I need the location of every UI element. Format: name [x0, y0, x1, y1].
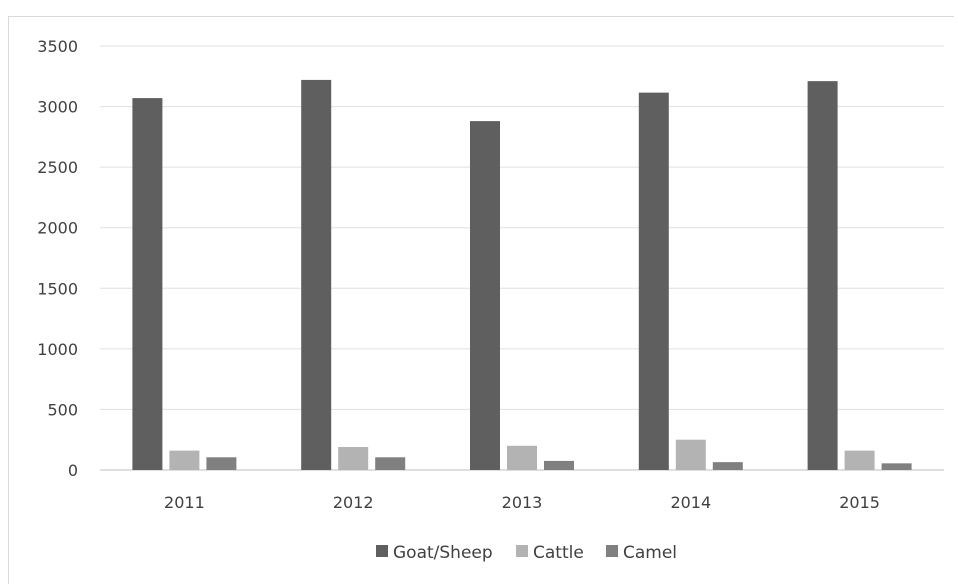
bars — [132, 79, 912, 471]
x-tick-label: 2013 — [502, 493, 543, 512]
x-tick-label: 2014 — [670, 493, 711, 512]
legend-swatch — [376, 545, 388, 557]
x-tick-label: 2011 — [164, 493, 205, 512]
bar-camel-2015 — [881, 463, 912, 470]
bar-camel-2012 — [375, 457, 406, 470]
legend-item-camel: Camel — [606, 543, 677, 563]
bar-goat-sheep-2015 — [807, 81, 838, 470]
legend-label: Cattle — [533, 543, 584, 563]
x-tick-label: 2012 — [333, 493, 374, 512]
bar-goat-sheep-2014 — [638, 92, 669, 470]
y-tick-label: 500 — [47, 400, 78, 419]
legend: Goat/Sheep Cattle Camel — [376, 543, 677, 563]
bar-goat-sheep-2011 — [132, 98, 163, 470]
chart-frame — [8, 16, 954, 584]
bar-cattle-2015 — [844, 450, 875, 470]
legend-label: Goat/Sheep — [393, 543, 493, 563]
bar-cattle-2014 — [675, 439, 706, 470]
bar-goat-sheep-2013 — [470, 121, 500, 470]
y-tick-label: 1500 — [37, 279, 78, 298]
y-tick-label: 3000 — [37, 98, 78, 117]
y-tick-label: 3500 — [37, 37, 78, 56]
y-tick-label: 0 — [68, 461, 78, 480]
bar-goat-sheep-2012 — [301, 79, 332, 471]
bar-cattle-2012 — [338, 446, 369, 470]
x-tick-label: 2015 — [839, 493, 880, 512]
bar-cattle-2011 — [169, 450, 200, 470]
bar-camel-2014 — [712, 462, 743, 470]
legend-swatch — [606, 545, 618, 557]
bar-camel-2013 — [544, 460, 574, 470]
y-tick-label: 2500 — [37, 158, 78, 177]
x-axis: 2011 2012 2013 2014 2015 — [164, 493, 880, 512]
legend-label: Camel — [623, 543, 677, 563]
legend-swatch — [516, 545, 528, 557]
legend-item-goat-sheep: Goat/Sheep — [376, 543, 493, 563]
bar-camel-2011 — [206, 457, 237, 470]
y-tick-label: 2000 — [37, 219, 78, 238]
bar-cattle-2013 — [507, 445, 537, 470]
legend-item-cattle: Cattle — [516, 543, 584, 563]
y-axis: 0 500 1000 1500 2000 2500 3000 3500 — [37, 37, 78, 480]
y-tick-label: 1000 — [37, 340, 78, 359]
